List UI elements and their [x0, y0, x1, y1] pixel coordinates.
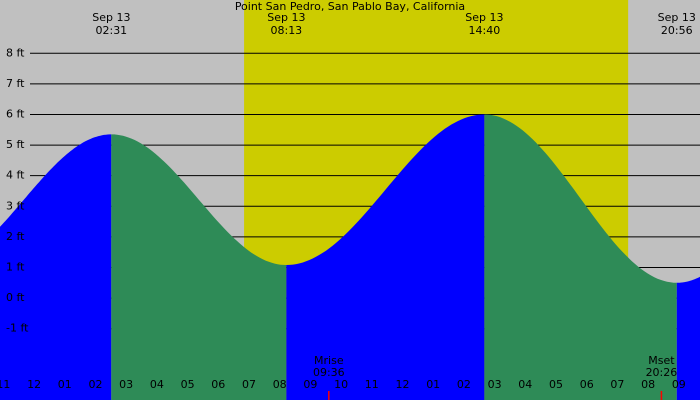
extreme-date: Sep 13 — [465, 11, 503, 24]
extreme-time: 08:13 — [270, 24, 302, 37]
x-tick-label: 12 — [396, 378, 410, 391]
y-tick-label: 7 ft — [6, 77, 25, 90]
tide-area — [484, 114, 677, 400]
tide-area — [676, 276, 700, 400]
x-tick-label: 08 — [273, 378, 287, 391]
tide-area — [111, 134, 287, 400]
extreme-date: Sep 13 — [658, 11, 696, 24]
tide-area — [0, 134, 112, 400]
x-tick-label: 05 — [549, 378, 563, 391]
y-tick-label: 3 ft — [6, 199, 25, 212]
x-tick-label: 09 — [303, 378, 317, 391]
x-tick-label: 04 — [150, 378, 164, 391]
x-tick-label: 02 — [88, 378, 102, 391]
chart-title: Point San Pedro, San Pablo Bay, Californ… — [235, 0, 465, 13]
tide-area — [286, 114, 485, 400]
x-tick-label: 12 — [27, 378, 41, 391]
x-tick-label: 01 — [58, 378, 72, 391]
y-tick-label: -1 ft — [6, 322, 29, 335]
moon-label: Mset — [648, 354, 675, 367]
y-tick-label: 4 ft — [6, 169, 25, 182]
y-tick-label: 0 ft — [6, 291, 25, 304]
x-tick-label: 07 — [242, 378, 256, 391]
extreme-time: 02:31 — [95, 24, 127, 37]
y-tick-label: 1 ft — [6, 260, 25, 273]
extreme-date: Sep 13 — [267, 11, 305, 24]
y-tick-label: 5 ft — [6, 138, 25, 151]
x-tick-label: 11 — [365, 378, 379, 391]
y-tick-label: 8 ft — [6, 46, 25, 59]
y-tick-label: 2 ft — [6, 230, 25, 243]
x-tick-label: 03 — [488, 378, 502, 391]
x-tick-label: 07 — [610, 378, 624, 391]
x-tick-label: 04 — [518, 378, 532, 391]
extreme-time: 20:56 — [661, 24, 693, 37]
x-tick-label: 09 — [672, 378, 686, 391]
extreme-date: Sep 13 — [92, 11, 130, 24]
x-tick-label: 02 — [457, 378, 471, 391]
extreme-time: 14:40 — [469, 24, 501, 37]
y-tick-label: 6 ft — [6, 107, 25, 120]
x-tick-label: 03 — [119, 378, 133, 391]
x-tick-label: 06 — [211, 378, 225, 391]
x-tick-label: 10 — [334, 378, 348, 391]
x-tick-label: 05 — [181, 378, 195, 391]
moon-time: 09:36 — [313, 366, 345, 379]
moon-label: Mrise — [314, 354, 344, 367]
moon-time: 20:26 — [646, 366, 678, 379]
x-tick-label: 06 — [580, 378, 594, 391]
x-tick-label: 11 — [0, 378, 10, 391]
x-tick-label: 08 — [641, 378, 655, 391]
x-tick-label: 01 — [426, 378, 440, 391]
